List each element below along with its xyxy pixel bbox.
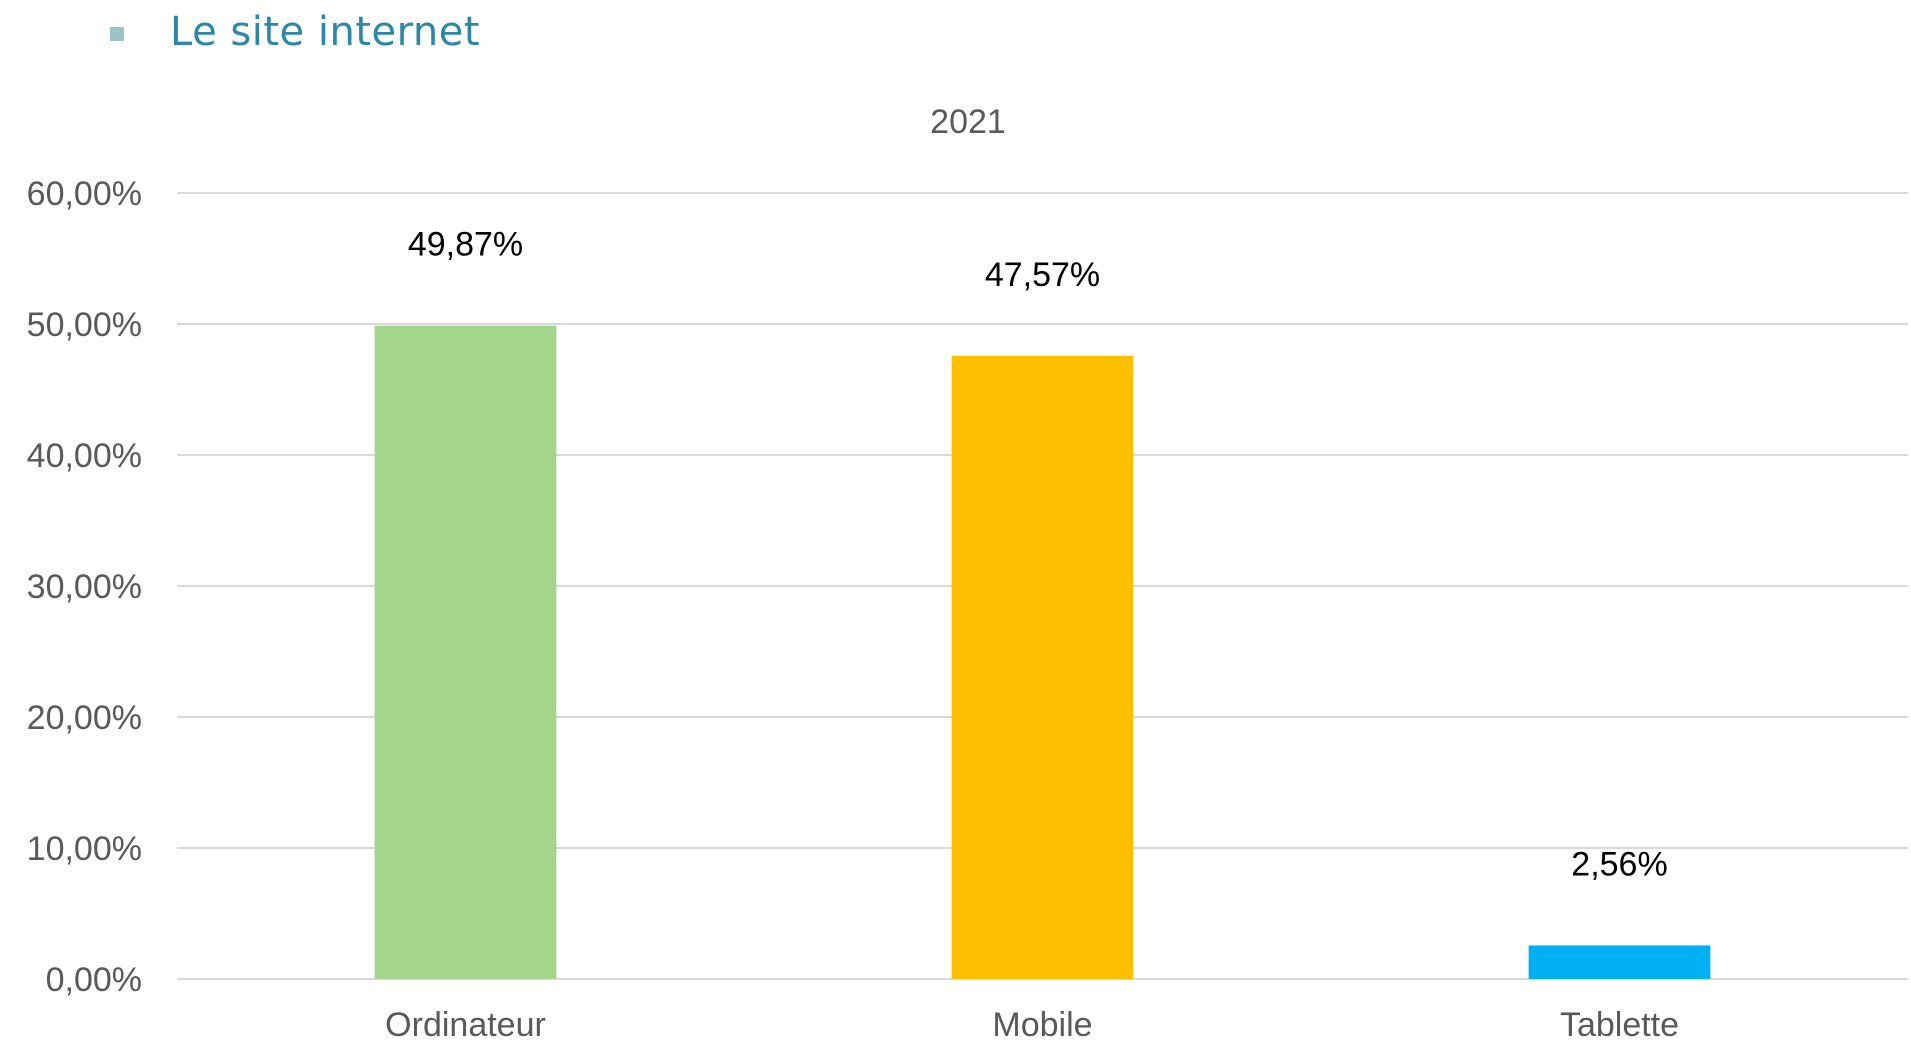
y-tick-label: 60,00% (27, 175, 142, 213)
data-label: 47,57% (985, 256, 1100, 294)
x-tick-label: Mobile (992, 1006, 1092, 1040)
y-tick-label: 20,00% (27, 699, 142, 737)
slide-title: Le site internet (170, 9, 481, 55)
x-tick-label: Tablette (1560, 1006, 1679, 1040)
y-tick-label: 10,00% (27, 830, 142, 868)
y-axis-tick-labels: 0,00% 10,00% 20,00% 30,00% 40,00% 50,00% 60,00… (27, 175, 142, 999)
bar-tablette (1528, 945, 1711, 979)
bar-ordinateur (374, 325, 557, 979)
x-tick-label: Ordinateur (385, 1006, 546, 1040)
data-label: 49,87% (408, 226, 523, 264)
data-label: 2,56% (1571, 845, 1667, 883)
y-tick-label: 40,00% (27, 437, 142, 475)
square-bullet-icon (110, 27, 124, 41)
chart-title: 2021 (930, 103, 1006, 141)
slide-header: Le site internet (110, 0, 480, 64)
y-tick-label: 50,00% (27, 306, 142, 344)
bars (374, 325, 1711, 979)
x-axis-tick-labels: Ordinateur Mobile Tablette (385, 1006, 1679, 1040)
y-tick-label: 30,00% (27, 568, 142, 606)
bar-mobile (951, 355, 1134, 979)
data-labels: 49,87% 47,57% 2,56% (408, 226, 1668, 884)
y-tick-label: 0,00% (46, 961, 142, 999)
